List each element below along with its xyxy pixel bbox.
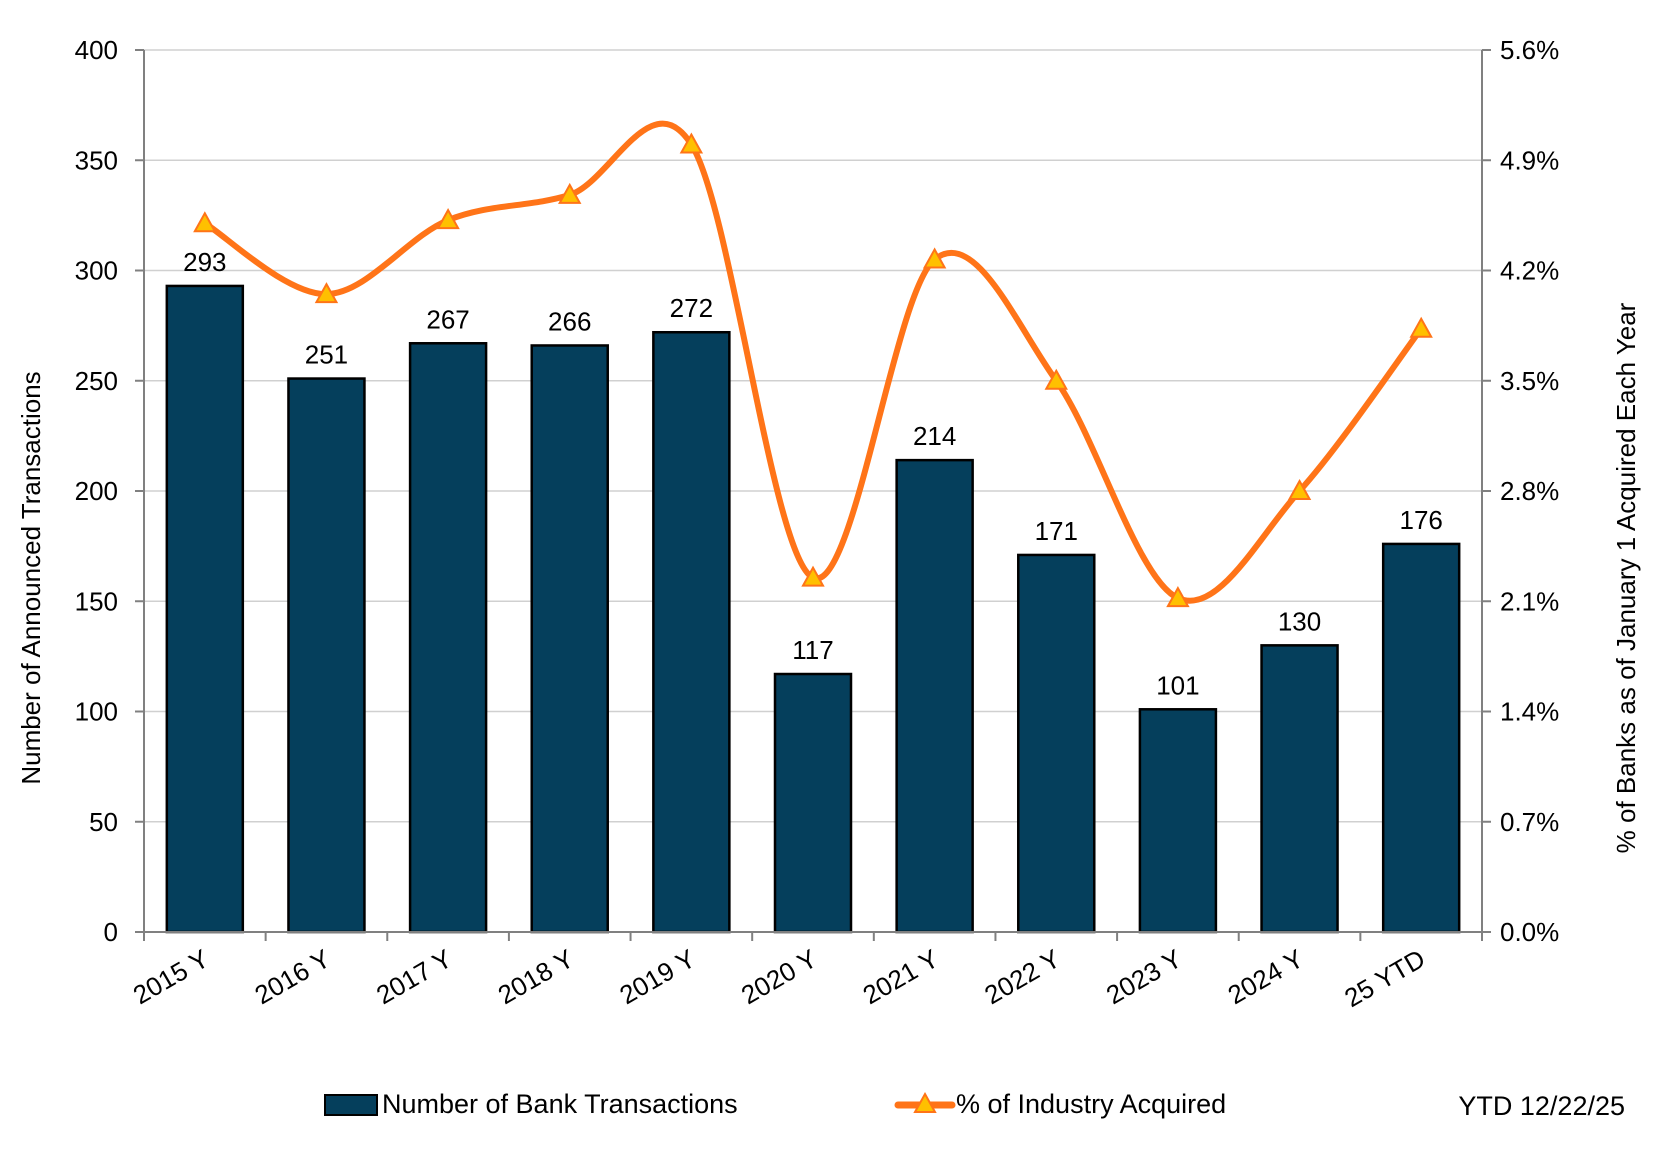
x-tick-label: 25 YTD bbox=[1339, 943, 1430, 1013]
line-marker bbox=[1409, 316, 1433, 338]
bar-value-label: 293 bbox=[183, 247, 226, 277]
bar-value-label: 101 bbox=[1156, 670, 1199, 700]
legend-label-bars: Number of Bank Transactions bbox=[382, 1089, 738, 1119]
bar bbox=[1381, 542, 1461, 934]
bar-value-label: 251 bbox=[305, 340, 348, 370]
bar-value-label: 130 bbox=[1278, 606, 1321, 636]
right-tick-label: 0.7% bbox=[1500, 807, 1559, 837]
line-marker bbox=[1044, 368, 1068, 390]
ytd-annotation: YTD 12/22/25 bbox=[1458, 1091, 1625, 1121]
bar bbox=[1017, 553, 1096, 934]
right-axis-title: % of Banks as of January 1 Acquired Each… bbox=[1611, 302, 1641, 853]
bar bbox=[408, 342, 488, 934]
legend-label-line: % of Industry Acquired bbox=[956, 1089, 1226, 1119]
line-marker bbox=[679, 132, 704, 154]
x-tick-label: 2023 Y bbox=[1101, 943, 1187, 1010]
bar bbox=[287, 377, 366, 934]
line-marker bbox=[801, 565, 825, 587]
right-tick-label: 0.0% bbox=[1500, 917, 1559, 947]
left-tick-label: 50 bbox=[89, 807, 118, 837]
x-tick-label: 2018 Y bbox=[493, 943, 579, 1010]
x-axis-ticks: 2015 Y 2016 Y 2017 Y 2018 Y 2019 Y 2020 Y 2021… bbox=[128, 932, 1483, 1013]
bar-value-label: 176 bbox=[1399, 505, 1442, 535]
bar bbox=[773, 672, 853, 934]
left-tick-label: 0 bbox=[104, 917, 118, 947]
bar bbox=[1260, 644, 1339, 934]
right-tick-label: 2.8% bbox=[1500, 476, 1559, 506]
left-tick-label: 300 bbox=[75, 256, 118, 286]
bar-data-labels: 293 251 267 266 272 117 214 171 101 130 176 bbox=[183, 247, 1443, 700]
x-tick-label: 2022 Y bbox=[979, 943, 1065, 1010]
x-tick-label: 2015 Y bbox=[128, 943, 214, 1010]
legend: Number of Bank Transactions % of Industr… bbox=[324, 1089, 1226, 1119]
bar bbox=[1138, 708, 1218, 934]
left-tick-label: 100 bbox=[75, 697, 118, 727]
bar bbox=[652, 330, 731, 934]
bar-value-label: 117 bbox=[792, 635, 833, 665]
line-marker bbox=[922, 247, 947, 269]
right-tick-label: 2.1% bbox=[1500, 586, 1559, 616]
x-tick-label: 2024 Y bbox=[1223, 943, 1309, 1010]
right-tick-label: 1.4% bbox=[1500, 697, 1559, 727]
left-axis-title: Number of Announced Transactions bbox=[16, 371, 46, 784]
bar-series bbox=[165, 284, 1461, 934]
line-marker bbox=[1287, 478, 1312, 500]
line-series bbox=[193, 120, 1433, 608]
x-tick-label: 2019 Y bbox=[614, 943, 700, 1010]
legend-swatch-marker bbox=[913, 1091, 937, 1113]
left-tick-label: 350 bbox=[75, 145, 118, 175]
left-tick-label: 400 bbox=[75, 35, 118, 65]
bar-value-label: 214 bbox=[913, 421, 956, 451]
right-axis-ticks: 0.0% 0.7% 1.4% 2.1% 2.8% 3.5% 4.2% 4.9% 5.6% bbox=[1482, 35, 1559, 947]
bar-value-label: 171 bbox=[1035, 516, 1078, 546]
x-tick-label: 2020 Y bbox=[736, 943, 822, 1010]
bar bbox=[895, 458, 974, 934]
bar-value-label: 266 bbox=[548, 306, 591, 336]
legend-swatch-bars bbox=[324, 1094, 378, 1116]
left-tick-label: 150 bbox=[75, 586, 118, 616]
left-axis-ticks: 0 50 100 150 200 250 300 350 400 bbox=[75, 35, 144, 947]
line-marker bbox=[193, 211, 217, 233]
line-marker bbox=[558, 182, 582, 204]
bar bbox=[530, 344, 609, 934]
line-marker bbox=[436, 208, 460, 230]
x-tick-label: 2017 Y bbox=[371, 943, 457, 1010]
line-path bbox=[203, 120, 1424, 604]
left-tick-label: 250 bbox=[75, 366, 118, 396]
right-tick-label: 4.9% bbox=[1500, 145, 1559, 175]
gridlines bbox=[144, 49, 1482, 933]
bar bbox=[165, 284, 245, 934]
line-marker bbox=[1166, 586, 1190, 608]
line-marker bbox=[314, 282, 339, 304]
x-tick-label: 2016 Y bbox=[249, 943, 335, 1010]
bar-value-label: 267 bbox=[426, 304, 469, 334]
bar-value-label: 272 bbox=[670, 293, 713, 323]
left-tick-label: 200 bbox=[75, 476, 118, 506]
x-tick-label: 2021 Y bbox=[858, 943, 944, 1010]
right-tick-label: 3.5% bbox=[1500, 366, 1559, 396]
right-tick-label: 4.2% bbox=[1500, 256, 1559, 286]
right-tick-label: 5.6% bbox=[1500, 35, 1559, 65]
